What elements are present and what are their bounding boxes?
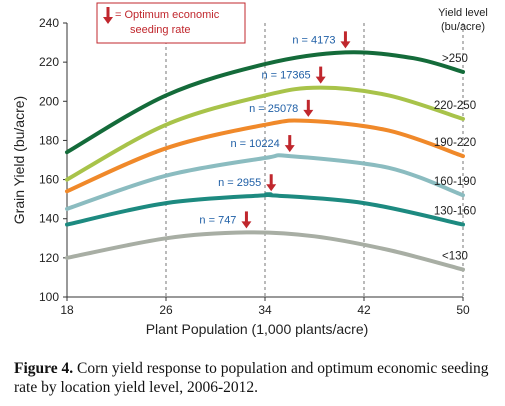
series-line-0 [65,50,465,155]
optimum-arrow-4-head [266,184,277,192]
optimum-arrow-1-shaft [319,66,323,78]
legend-text-line2: seeding rate [130,24,191,36]
optimum-arrow-3 [284,135,295,153]
legend-arrow-shaft [106,7,110,18]
n-label-5: n = 747 [199,214,236,226]
yield-level-label-5: <130 [442,251,468,263]
axes: 100 120 140 160 180 200 220 240 18 26 34 42 50 Plant … [11,16,470,337]
legend-arrow [103,7,113,24]
x-tick-label-18: 18 [60,303,74,317]
series-lines [65,50,465,272]
optimum-arrow-1 [315,66,326,84]
y-tick-label-140: 140 [39,212,59,226]
y-tick-label-180: 180 [39,133,59,147]
n-label-3: n = 10224 [231,138,280,150]
yield-level-title: Yield level [438,7,488,19]
chart: 100 120 140 160 180 200 220 240 18 26 34 42 50 Plant … [11,2,488,337]
y-tick-label-100: 100 [39,290,59,304]
grid-lines [165,23,464,297]
legend-arrow-head [103,17,113,24]
optimum-arrow-0-shaft [343,31,347,43]
series-line-1 [65,85,465,182]
figure-caption: Figure 4. Corn yield response to populat… [14,359,494,397]
optimum-arrow-2 [303,99,314,117]
n-label-4: n = 2955 [218,177,261,189]
optimum-markers [241,31,351,229]
optimum-arrow-2-head [303,109,314,117]
legend: = Optimum economic seeding rate [96,2,246,44]
yield-level-label-1: 220-250 [434,100,476,112]
x-tick-label-34: 34 [258,303,272,317]
x-tick-label-42: 42 [357,303,371,317]
legend-frame [96,2,246,44]
optimum-arrow-2-shaft [306,99,310,111]
optimum-arrow-5 [241,211,252,229]
yield-level-label-0: >250 [442,53,468,65]
optimum-arrow-1-head [315,76,326,84]
optimum-arrow-0-head [340,41,351,49]
series-line-5 [65,230,465,272]
chart-labels: n = 4173 >250 n = 17365 220-250 n = 25078 190… [199,7,487,263]
yield-level-label-4: 130-160 [434,206,476,218]
optimum-arrow-3-head [284,145,295,153]
n-label-1: n = 17365 [261,70,310,82]
y-tick-label-200: 200 [39,94,59,108]
series-line-2 [65,118,465,194]
series-line-4 [65,192,465,227]
y-tick-label-220: 220 [39,55,59,69]
n-label-0: n = 4173 [292,34,335,46]
optimum-arrow-4 [266,174,277,192]
y-axis-label: Grain Yield (bu/acre) [11,96,27,224]
y-tick-label-160: 160 [39,173,59,187]
y-tick-label-120: 120 [39,251,59,265]
x-tick-label-50: 50 [456,303,470,317]
x-axis-label: Plant Population (1,000 plants/acre) [146,321,369,337]
yield-level-unit: (bu/acre) [441,21,485,33]
yield-level-label-2: 190-220 [434,137,476,149]
caption-text: Corn yield response to population and op… [14,360,489,396]
optimum-arrow-0 [340,31,351,49]
legend-text-line1: = Optimum economic [115,9,220,21]
optimum-arrow-3-shaft [288,135,292,147]
caption-label: Figure 4. [14,360,74,377]
optimum-arrow-5-head [241,221,252,229]
series-line-3 [65,153,465,211]
yield-level-label-3: 160-190 [434,176,476,188]
n-label-2: n = 25078 [249,103,298,115]
optimum-arrow-4-shaft [269,174,273,186]
y-tick-label-240: 240 [39,16,59,30]
x-tick-label-26: 26 [159,303,173,317]
optimum-arrow-5-shaft [244,211,248,223]
